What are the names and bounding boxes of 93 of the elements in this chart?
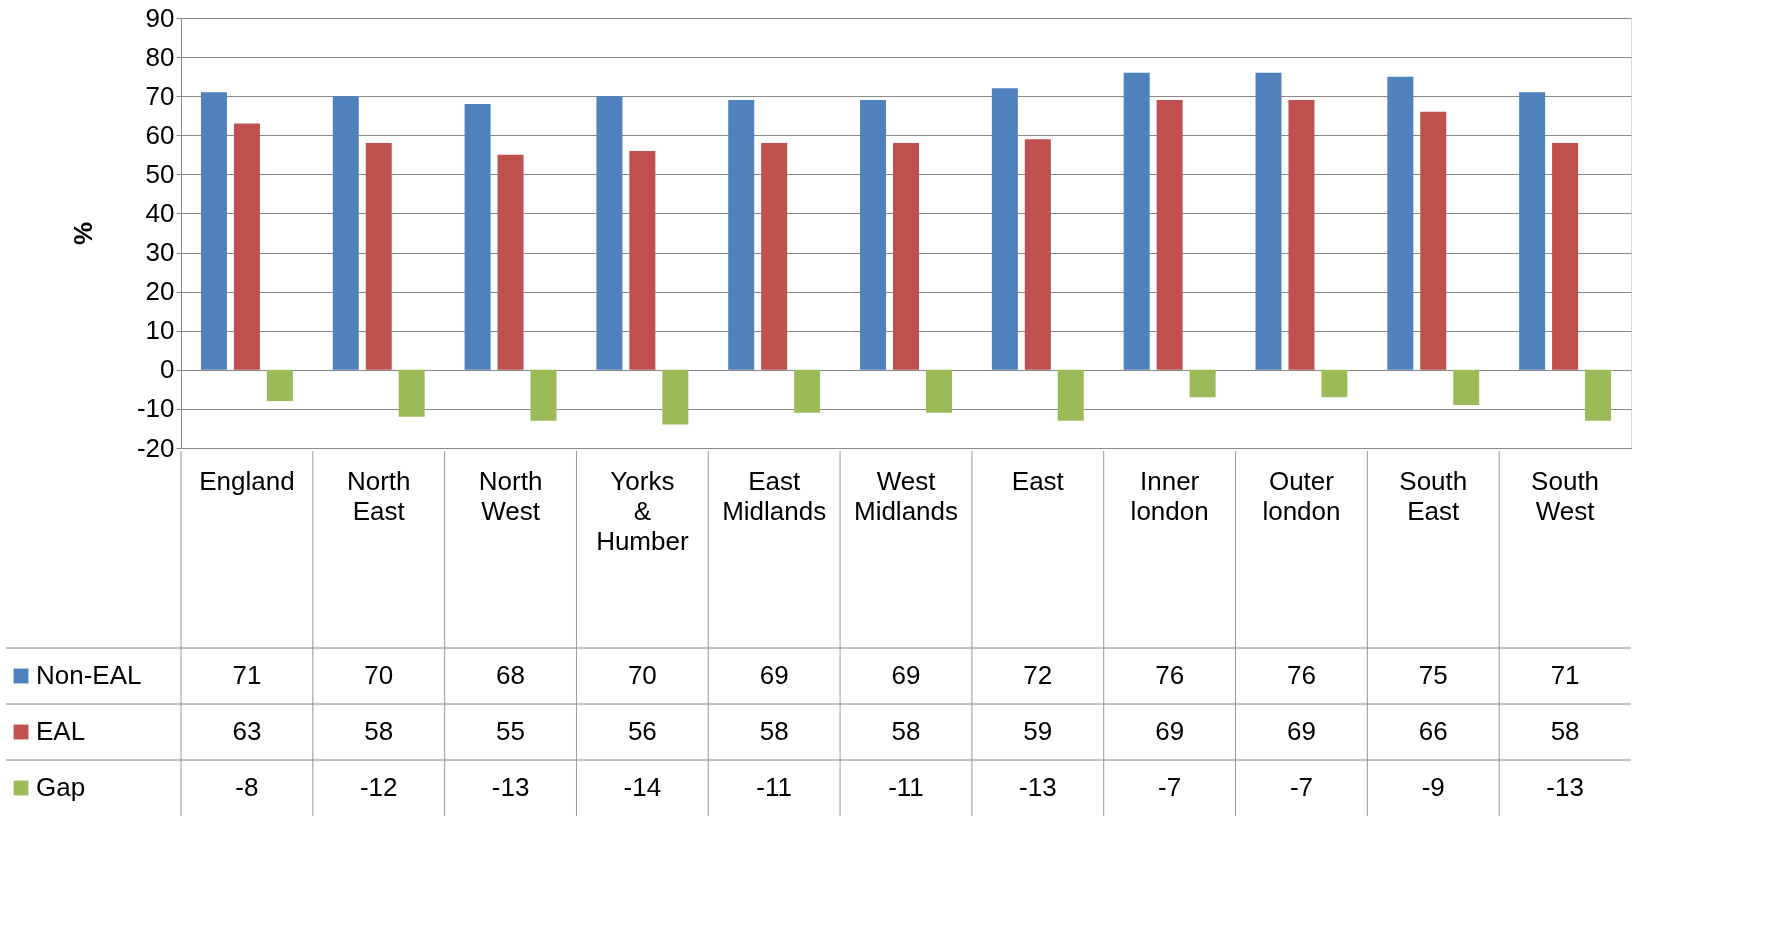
bar (1189, 369, 1216, 398)
bar (365, 143, 392, 370)
bar (497, 154, 524, 370)
bar (464, 104, 491, 370)
data-label: 56 (627, 716, 657, 746)
bar (1552, 143, 1579, 370)
x-tick-label: East Midlands (722, 465, 827, 526)
y-tick-label: 30 (145, 237, 175, 268)
bar (1585, 369, 1612, 421)
y-tick-label: 20 (145, 276, 175, 307)
data-label: -13 (1019, 772, 1057, 802)
x-tick-label: Yorks & Humber (596, 465, 689, 556)
data-label: 69 (1286, 716, 1316, 746)
bar (1156, 100, 1183, 370)
data-label: -14 (623, 772, 662, 802)
bar (662, 369, 689, 425)
data-label: 63 (232, 716, 262, 746)
bar (860, 100, 887, 370)
y-axis-title: % (67, 221, 98, 246)
bar (761, 143, 788, 370)
y-tick-label: 0 (160, 354, 175, 385)
data-label: 55 (496, 716, 526, 746)
bar (794, 369, 821, 413)
y-tick-label: 70 (145, 80, 175, 111)
legend-label: Gap (36, 772, 86, 802)
bar (1321, 369, 1348, 398)
bar (596, 96, 623, 370)
data-label: -13 (491, 772, 530, 802)
data-label: 76 (1155, 660, 1185, 690)
x-tick-label: East (1011, 465, 1065, 496)
bar (1123, 72, 1150, 370)
data-label: -13 (1546, 772, 1584, 802)
bar (925, 369, 952, 413)
data-label: 75 (1418, 660, 1448, 690)
y-tick-label: 80 (145, 41, 175, 72)
data-label: 76 (1286, 660, 1316, 690)
bar (1453, 369, 1480, 405)
data-label: 71 (1550, 660, 1580, 690)
data-label: 70 (627, 660, 657, 690)
bar (332, 96, 359, 370)
y-tick-label: 60 (145, 119, 175, 150)
x-tick-label: South West (1531, 465, 1600, 526)
bar (1024, 139, 1051, 370)
bar (266, 369, 293, 402)
data-label: 66 (1418, 716, 1448, 746)
data-label: -12 (359, 772, 398, 802)
data-label: 58 (759, 716, 789, 746)
data-label: -11 (756, 772, 793, 802)
data-label: 58 (1550, 716, 1580, 746)
data-label: 68 (496, 660, 526, 690)
x-tick-label: North West (478, 465, 543, 526)
y-tick-label: -20 (136, 432, 175, 463)
y-tick-label: 50 (145, 158, 175, 189)
data-label: 69 (759, 660, 789, 690)
y-tick-label: 40 (145, 197, 175, 228)
bar (1519, 92, 1546, 370)
x-tick-label: England (199, 465, 295, 496)
bar (991, 88, 1018, 370)
bar (1057, 369, 1084, 421)
bar (893, 143, 919, 370)
bar (233, 123, 260, 370)
data-label: -8 (235, 772, 259, 802)
x-tick-label: West Midlands (853, 465, 959, 526)
legend-label: EAL (36, 716, 86, 746)
x-tick-label: North East (346, 465, 411, 526)
x-tick-label: South East (1399, 465, 1468, 526)
data-label: 71 (232, 660, 262, 690)
bar (1288, 100, 1315, 370)
data-label: 58 (364, 716, 394, 746)
bar (1255, 72, 1282, 370)
bar (200, 92, 227, 370)
data-label: -11 (888, 772, 924, 802)
y-tick-label: 90 (145, 2, 175, 33)
bar (398, 369, 425, 417)
bar (1420, 111, 1447, 370)
data-label: 58 (891, 716, 921, 746)
y-tick-label: 10 (145, 315, 175, 346)
bar (530, 369, 557, 421)
legend-label: Non-EAL (36, 660, 142, 690)
bar (1387, 76, 1414, 370)
data-label: 69 (891, 660, 921, 690)
data-label: 72 (1023, 660, 1053, 690)
data-label: -7 (1158, 772, 1182, 802)
x-tick-label: Outer london (1262, 465, 1341, 526)
data-label: -9 (1421, 772, 1445, 802)
bar (629, 150, 656, 370)
data-label: 70 (364, 660, 394, 690)
data-label: -7 (1289, 772, 1314, 802)
y-tick-label: -10 (136, 393, 175, 424)
data-label: 69 (1155, 716, 1185, 746)
bar (728, 100, 755, 370)
data-label: 59 (1023, 716, 1053, 746)
x-tick-label: Inner london (1130, 465, 1209, 526)
